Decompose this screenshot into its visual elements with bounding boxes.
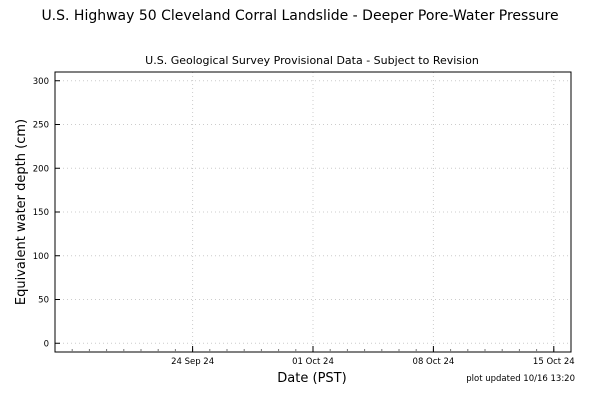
x-axis-label: Date (PST) [277, 371, 346, 386]
chart-title: U.S. Highway 50 Cleveland Corral Landsli… [41, 8, 558, 24]
y-tick-label: 50 [38, 296, 49, 306]
x-tick-label: 01 Oct 24 [292, 357, 334, 367]
plot-updated-note: plot updated 10/16 13:20 [466, 374, 575, 384]
x-axis: 24 Sep 24 01 Oct 24 08 Oct 24 15 Oct 24 [71, 346, 575, 367]
x-tick-label: 15 Oct 24 [533, 357, 575, 367]
x-tick-label: 08 Oct 24 [413, 357, 455, 367]
y-axis: 0 50 100 150 200 250 300 [33, 77, 60, 349]
chart-subtitle: U.S. Geological Survey Provisional Data … [145, 54, 479, 67]
y-tick-label: 250 [33, 121, 49, 131]
y-tick-label: 200 [33, 164, 49, 174]
y-tick-label: 100 [33, 252, 49, 262]
y-tick-label: 150 [33, 208, 49, 218]
x-tick-label: 24 Sep 24 [171, 357, 214, 367]
y-tick-label: 0 [44, 339, 49, 349]
y-axis-label: Equivalent water depth (cm) [14, 119, 29, 305]
grid [55, 72, 571, 352]
y-tick-label: 300 [33, 77, 49, 87]
